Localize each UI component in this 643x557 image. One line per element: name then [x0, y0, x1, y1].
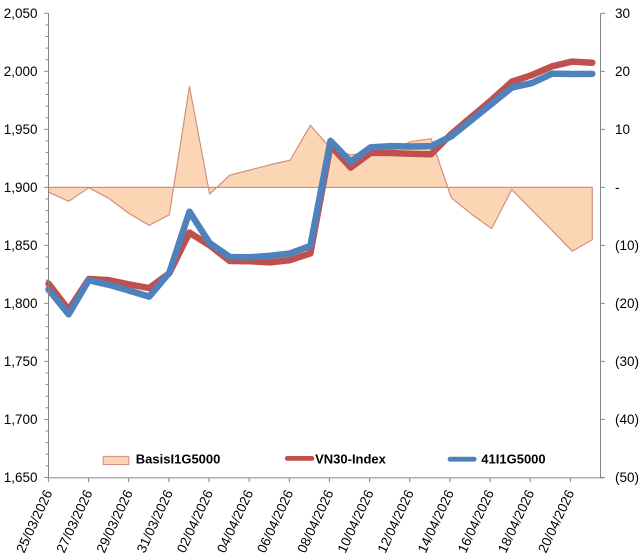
- svg-text:1,950: 1,950: [4, 122, 38, 137]
- svg-text:(50): (50): [615, 470, 639, 485]
- svg-text:(40): (40): [615, 412, 639, 427]
- svg-text:2,050: 2,050: [4, 6, 38, 21]
- svg-text:1,750: 1,750: [4, 354, 38, 369]
- svg-text:2,000: 2,000: [4, 64, 38, 79]
- svg-text:-: -: [615, 180, 620, 195]
- svg-text:VN30-Index: VN30-Index: [315, 451, 387, 466]
- svg-text:(20): (20): [615, 296, 639, 311]
- svg-text:1,900: 1,900: [4, 180, 38, 195]
- svg-text:10: 10: [615, 122, 630, 137]
- svg-text:1,650: 1,650: [4, 470, 38, 485]
- svg-text:1,800: 1,800: [4, 296, 38, 311]
- svg-text:1,850: 1,850: [4, 238, 38, 253]
- svg-text:30: 30: [615, 6, 630, 21]
- svg-text:BasisI1G5000: BasisI1G5000: [136, 451, 221, 466]
- svg-text:41I1G5000: 41I1G5000: [481, 451, 545, 466]
- svg-text:(30): (30): [615, 354, 639, 369]
- svg-text:1,700: 1,700: [4, 412, 38, 427]
- svg-text:(10): (10): [615, 238, 639, 253]
- svg-text:20: 20: [615, 64, 630, 79]
